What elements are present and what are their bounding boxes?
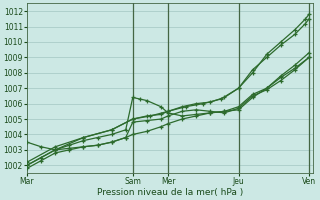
X-axis label: Pression niveau de la mer( hPa ): Pression niveau de la mer( hPa ) xyxy=(97,188,243,197)
